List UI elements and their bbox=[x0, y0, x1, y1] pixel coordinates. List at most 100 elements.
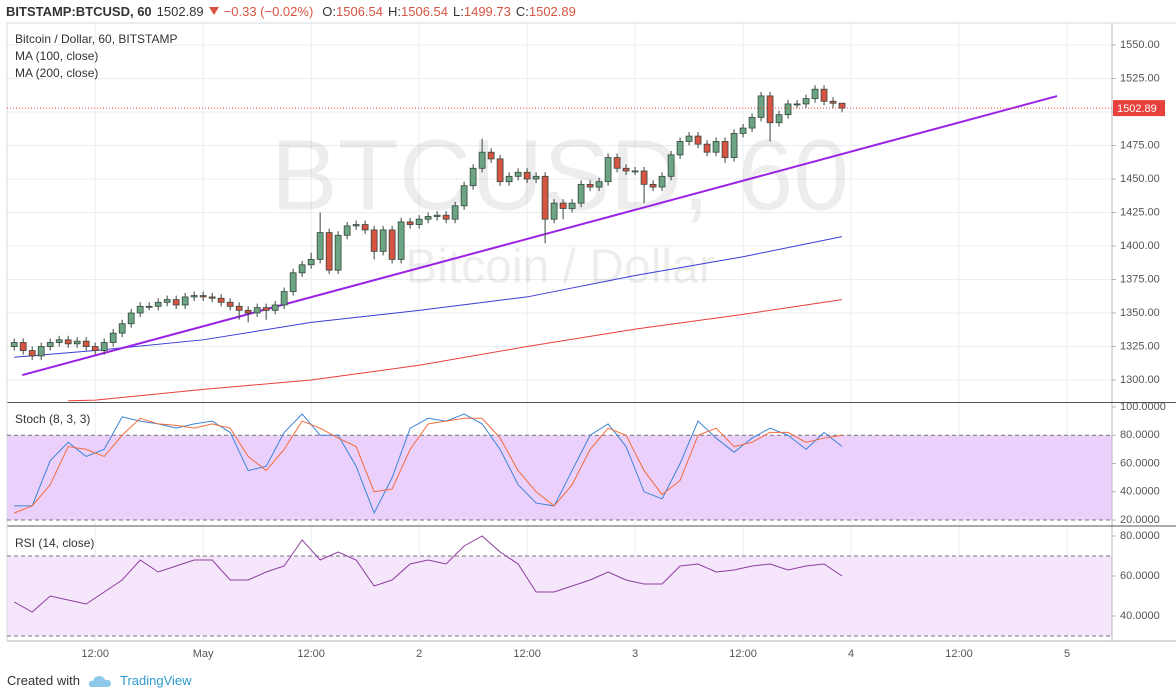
candle-body bbox=[181, 296, 189, 306]
close-label: C: bbox=[515, 3, 529, 19]
candle-body bbox=[64, 339, 72, 345]
candle-body bbox=[568, 202, 576, 209]
candle-body bbox=[325, 232, 333, 271]
trend-line bbox=[22, 95, 1058, 377]
candle-body bbox=[640, 170, 648, 185]
candle-body bbox=[667, 154, 675, 177]
candle-body bbox=[46, 342, 54, 347]
candle-body bbox=[253, 307, 261, 314]
candle-body bbox=[370, 229, 378, 252]
candle-body bbox=[298, 264, 306, 274]
y-tick-label: 1425.00 bbox=[1120, 206, 1160, 218]
candle-body bbox=[406, 221, 414, 225]
candle-body bbox=[235, 305, 243, 311]
tradingview-link[interactable]: TradingView bbox=[119, 673, 192, 688]
y-tick-label: 60.0000 bbox=[1120, 570, 1160, 582]
x-tick-label: 4 bbox=[848, 648, 854, 660]
candle-body bbox=[505, 175, 513, 183]
candle-body bbox=[649, 183, 657, 188]
candle-body bbox=[478, 151, 486, 169]
y-tick-label: 100.0000 bbox=[1120, 401, 1166, 413]
low-label: L: bbox=[453, 3, 464, 19]
high-label: H: bbox=[388, 3, 402, 19]
x-tick-label: May bbox=[193, 648, 214, 660]
watermark: BTCUSD, 60 bbox=[271, 119, 849, 231]
candle-body bbox=[811, 88, 819, 99]
candle-body bbox=[739, 127, 747, 134]
candle-body bbox=[838, 102, 846, 109]
candle-body bbox=[622, 167, 630, 172]
candle-body bbox=[37, 346, 45, 357]
candle-body bbox=[496, 158, 504, 183]
y-tick-label: 20.0000 bbox=[1120, 514, 1160, 526]
candle-body bbox=[415, 218, 423, 225]
symbol-header: BITSTAMP:BTCUSD, 60 1502.89 −0.33 (−0.02… bbox=[6, 2, 576, 20]
candle-body bbox=[469, 167, 477, 187]
y-tick-label: 1325.00 bbox=[1120, 340, 1160, 352]
candle-body bbox=[460, 185, 468, 207]
candle-body bbox=[118, 323, 126, 334]
candle-body bbox=[334, 234, 342, 271]
candle-body bbox=[685, 135, 693, 142]
candle-body bbox=[523, 171, 531, 180]
y-tick-label: 40.0000 bbox=[1120, 610, 1160, 622]
last-price-label: 1502.89 bbox=[1117, 103, 1157, 115]
x-tick-label: 12:00 bbox=[729, 648, 757, 660]
candle-body bbox=[244, 309, 252, 314]
moving-average bbox=[14, 236, 843, 358]
low-value: 1499.73 bbox=[463, 3, 511, 19]
moving-average bbox=[68, 299, 843, 402]
candle-body bbox=[784, 103, 792, 116]
candle-body bbox=[541, 175, 549, 220]
candle-body bbox=[577, 183, 585, 204]
band-fill bbox=[7, 556, 1112, 636]
indicator-line bbox=[14, 417, 843, 514]
x-tick-label: 12:00 bbox=[513, 648, 541, 660]
candle-body bbox=[586, 183, 594, 188]
candle-body bbox=[820, 88, 828, 102]
candle-body bbox=[289, 272, 297, 292]
candle-body bbox=[829, 100, 837, 104]
footer-text: Created with bbox=[7, 673, 80, 688]
candle-body bbox=[145, 305, 153, 308]
candle-body bbox=[154, 301, 162, 307]
candle-body bbox=[361, 224, 369, 231]
down-arrow bbox=[208, 7, 219, 15]
candle-body bbox=[172, 299, 180, 306]
candle-body bbox=[433, 214, 441, 217]
y-tick-label: 1525.00 bbox=[1120, 72, 1160, 84]
indicator-line bbox=[13, 535, 843, 613]
candle-body bbox=[163, 299, 171, 303]
candle-body bbox=[280, 291, 288, 306]
candle-body bbox=[307, 259, 315, 266]
x-tick-label: 2 bbox=[416, 648, 422, 660]
candle-body bbox=[604, 157, 612, 183]
candle-body bbox=[10, 342, 18, 347]
high-value: 1506.54 bbox=[401, 3, 449, 19]
open-label: O: bbox=[322, 3, 337, 19]
candle-body bbox=[676, 141, 684, 156]
candle-body bbox=[397, 221, 405, 260]
grid bbox=[7, 23, 1112, 640]
open-value: 1506.54 bbox=[336, 3, 384, 19]
last-price-box bbox=[1113, 100, 1165, 117]
candle-body bbox=[424, 216, 432, 220]
candle-body bbox=[712, 141, 720, 153]
candle-body bbox=[514, 171, 522, 177]
candle-body bbox=[703, 143, 711, 153]
candle-body bbox=[721, 141, 729, 158]
x-tick-label: 12:00 bbox=[297, 648, 325, 660]
y-tick-label: 80.0000 bbox=[1120, 429, 1160, 441]
candle-body bbox=[127, 312, 135, 325]
watermark-subtitle: Bitcoin / Dollar bbox=[405, 241, 714, 294]
candle-body bbox=[757, 95, 765, 118]
candle-body bbox=[91, 346, 99, 351]
x-tick-label: 12:00 bbox=[945, 648, 973, 660]
candle-body bbox=[613, 157, 621, 169]
legend-entry: MA (100, close) bbox=[15, 49, 98, 63]
y-tick-label: 1550.00 bbox=[1120, 39, 1160, 51]
candle-body bbox=[802, 98, 810, 105]
candle-body bbox=[28, 350, 36, 357]
candle-body bbox=[694, 135, 702, 145]
